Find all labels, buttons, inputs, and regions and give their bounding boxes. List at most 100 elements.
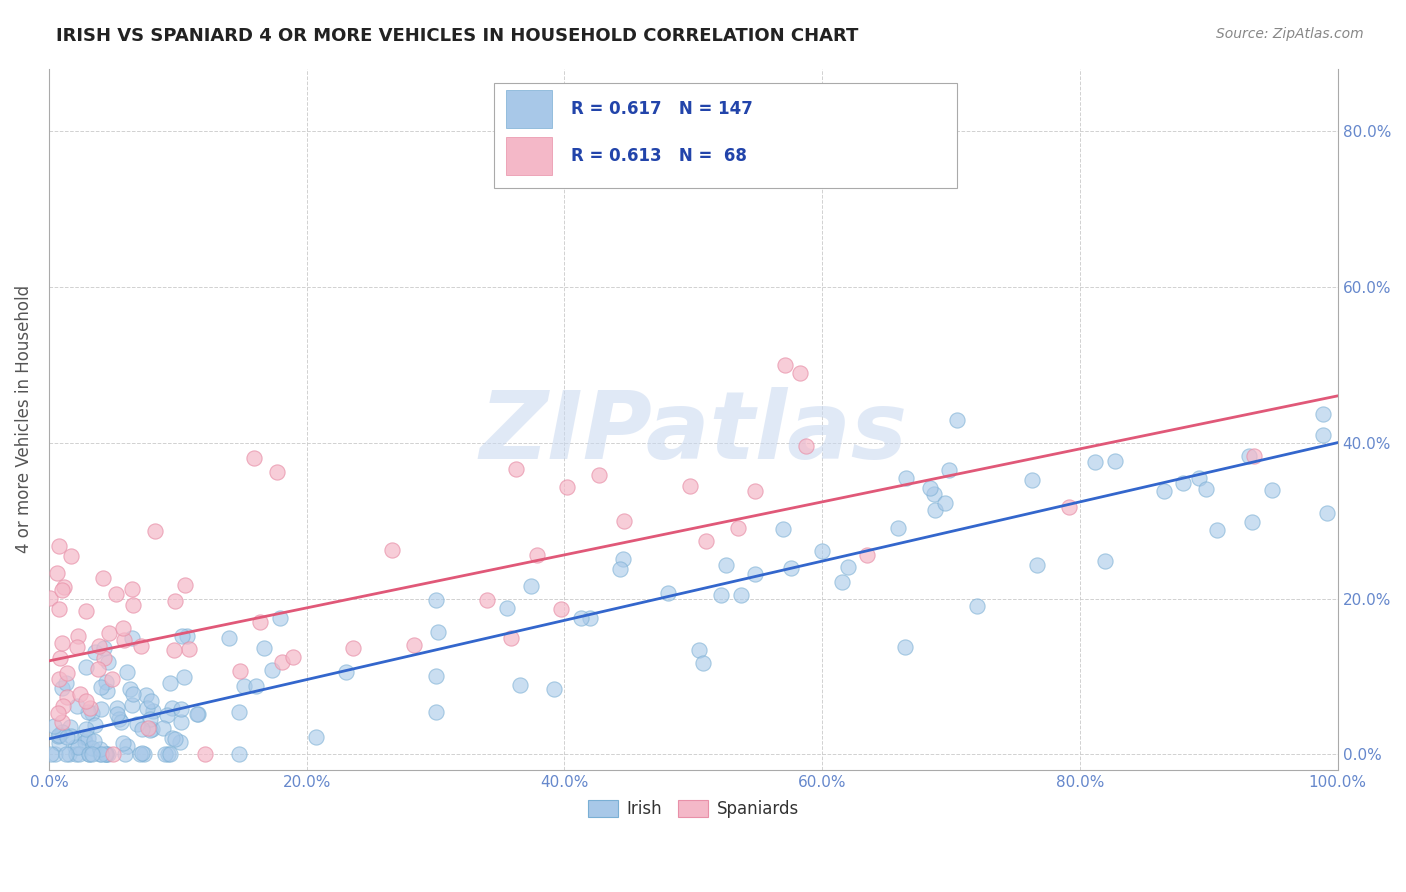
Point — [404, 638, 426, 652]
Point — [82, 741, 104, 756]
Point — [173, 670, 195, 684]
Point — [48, 539, 70, 553]
Point — [115, 665, 138, 680]
Point — [922, 487, 945, 501]
Point — [173, 578, 195, 592]
Point — [381, 543, 404, 558]
Point — [135, 688, 157, 702]
Point — [918, 481, 941, 495]
Point — [53, 580, 76, 594]
Point — [228, 747, 250, 762]
Y-axis label: 4 or more Vehicles in Household: 4 or more Vehicles in Household — [15, 285, 32, 553]
Point — [695, 533, 717, 548]
Point — [115, 739, 138, 753]
Point — [555, 480, 578, 494]
Point — [90, 680, 112, 694]
Point — [156, 708, 179, 723]
Point — [269, 610, 291, 624]
Point — [1243, 449, 1265, 463]
Point — [46, 729, 69, 743]
Point — [1021, 474, 1043, 488]
Point — [139, 712, 162, 726]
Point — [856, 548, 879, 562]
Point — [714, 558, 737, 572]
Point — [243, 451, 266, 466]
Point — [335, 665, 357, 679]
Point — [121, 698, 143, 712]
Text: ZIPatlas: ZIPatlas — [479, 387, 907, 479]
Point — [135, 701, 157, 715]
Point — [55, 747, 77, 762]
Point — [271, 655, 294, 669]
Point — [893, 640, 915, 654]
Point — [1094, 553, 1116, 567]
Point — [69, 687, 91, 701]
Point — [569, 611, 592, 625]
Point — [134, 747, 156, 762]
Point — [657, 586, 679, 600]
Point — [176, 630, 198, 644]
Point — [97, 655, 120, 669]
Point — [90, 702, 112, 716]
Point — [105, 707, 128, 722]
Point — [121, 687, 143, 701]
Point — [93, 747, 115, 762]
Point — [710, 588, 733, 602]
Point — [427, 624, 450, 639]
Point — [65, 747, 87, 762]
Point — [48, 672, 70, 686]
Point — [83, 717, 105, 731]
Point — [97, 747, 120, 762]
Point — [966, 599, 988, 614]
Point — [894, 470, 917, 484]
Point — [101, 672, 124, 686]
Point — [159, 747, 181, 762]
Point — [163, 593, 186, 607]
Point — [56, 690, 79, 704]
Point — [38, 591, 60, 605]
Point — [526, 549, 548, 563]
Text: IRISH VS SPANIARD 4 OR MORE VEHICLES IN HOUSEHOLD CORRELATION CHART: IRISH VS SPANIARD 4 OR MORE VEHICLES IN … — [56, 27, 859, 45]
Point — [120, 681, 142, 696]
Point — [56, 730, 79, 744]
Point — [1084, 454, 1107, 468]
Point — [75, 659, 97, 673]
Point — [131, 746, 153, 760]
Point — [744, 567, 766, 582]
Point — [110, 714, 132, 729]
Point — [105, 701, 128, 715]
Point — [96, 747, 118, 762]
Point — [129, 639, 152, 653]
Point — [60, 729, 83, 743]
Point — [51, 582, 73, 597]
Point — [49, 650, 72, 665]
Point — [170, 629, 193, 643]
Point — [796, 440, 818, 454]
Point — [77, 747, 100, 762]
Point — [425, 593, 447, 607]
Point — [66, 699, 89, 714]
Point — [67, 747, 90, 762]
Point — [170, 702, 193, 716]
Bar — [506, 136, 551, 176]
Point — [233, 680, 256, 694]
Point — [1261, 483, 1284, 497]
Point — [93, 651, 115, 665]
Point — [114, 747, 136, 762]
Point — [186, 706, 208, 721]
Point — [773, 358, 796, 372]
Point — [249, 615, 271, 629]
Point — [65, 740, 87, 755]
Point — [75, 723, 97, 737]
Point — [75, 694, 97, 708]
Point — [946, 413, 969, 427]
Point — [82, 747, 104, 762]
Legend: Irish, Spaniards: Irish, Spaniards — [581, 793, 806, 825]
Point — [73, 730, 96, 744]
Point — [612, 552, 634, 566]
Point — [121, 582, 143, 597]
Point — [887, 521, 910, 535]
Point — [84, 645, 107, 659]
Point — [48, 728, 70, 742]
Point — [160, 700, 183, 714]
